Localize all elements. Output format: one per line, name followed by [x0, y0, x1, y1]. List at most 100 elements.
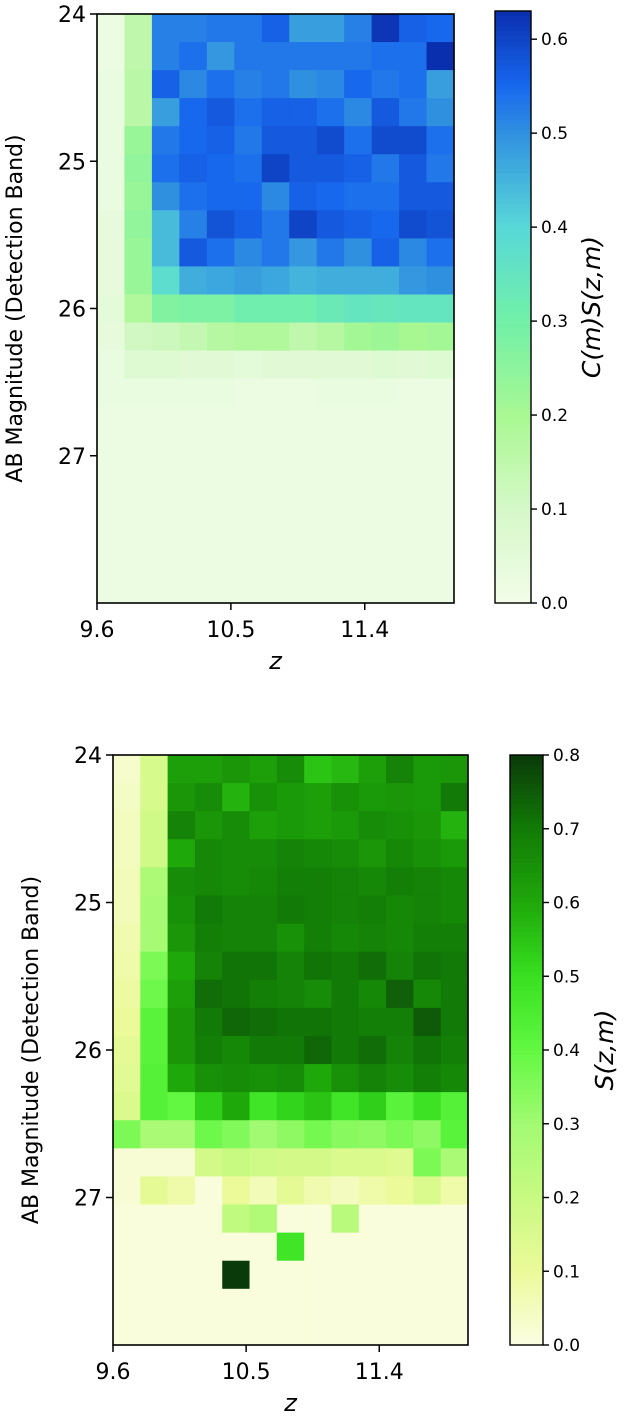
colorbar-segment: [495, 341, 531, 348]
heatmap-cell: [179, 70, 208, 99]
colorbar-segment: [495, 307, 531, 313]
heatmap-cell: [413, 1148, 442, 1178]
heatmap-cell: [261, 98, 290, 127]
heatmap-cell: [440, 811, 469, 840]
heatmap-cell: [249, 1204, 278, 1234]
heatmap-cell: [124, 378, 153, 408]
heatmap-cell: [113, 1064, 141, 1093]
heatmap-cell: [289, 546, 318, 576]
heatmap-cell: [222, 1316, 251, 1346]
heatmap-cell: [399, 14, 428, 43]
heatmap-cell: [234, 154, 263, 183]
heatmap-cell: [399, 378, 428, 408]
heatmap-cell: [97, 294, 126, 324]
heatmap-cell: [249, 979, 278, 1009]
heatmap-cell: [140, 895, 169, 925]
heatmap-cell: [140, 1007, 169, 1037]
heatmap-cell: [151, 14, 180, 43]
colorbar-tick-label: 0.3: [541, 312, 568, 332]
x-tick-label: 11.4: [340, 618, 389, 643]
colorbar-segment: [510, 1153, 543, 1159]
heatmap-cell: [331, 867, 360, 897]
heatmap-cell: [289, 350, 318, 380]
heatmap-cell: [358, 1148, 387, 1178]
heatmap-cell: [426, 14, 455, 43]
heatmap-cell: [249, 1260, 278, 1290]
heatmap-cell: [194, 1007, 223, 1037]
colorbar-segment: [510, 1123, 543, 1130]
heatmap-cell: [426, 42, 455, 71]
heatmap-cell: [234, 42, 263, 71]
colorbar: 0.0 0.1 0.2 0.3 0.4 0.5 0.6 C(m)S(z,m): [494, 10, 606, 614]
colorbar-segment: [510, 1276, 543, 1282]
heatmap-cell: [371, 210, 400, 239]
heatmap-cell: [440, 1176, 469, 1206]
heatmap-cell: [304, 1064, 333, 1093]
x-tick-label: 9.6: [96, 1360, 131, 1385]
heatmap-cell: [331, 923, 360, 953]
heatmap-cell: [399, 42, 428, 71]
colorbar-segment: [495, 213, 531, 219]
heatmap-cell: [167, 979, 196, 1009]
heatmap-cell: [194, 811, 223, 840]
heatmap-cell: [194, 951, 223, 981]
heatmap-cell: [151, 462, 180, 492]
heatmap-cell: [386, 1288, 414, 1318]
heatmap-cell: [151, 322, 180, 352]
heatmap-cell: [261, 126, 290, 155]
heatmap-cell: [179, 378, 208, 408]
heatmap-cell: [113, 979, 141, 1009]
colorbar-segment: [495, 558, 531, 565]
colorbar-segment: [495, 524, 531, 530]
heatmap-cell: [124, 294, 153, 324]
colorbar-segment: [510, 1128, 543, 1135]
heatmap-cell: [167, 1316, 196, 1346]
heatmap-cell: [413, 1035, 442, 1065]
heatmap-cell: [413, 1316, 442, 1346]
colorbar-segment: [510, 1251, 543, 1258]
colorbar-segment: [495, 459, 531, 466]
colorbar-segment: [510, 971, 543, 977]
colorbar-segment: [510, 1050, 543, 1056]
heatmap-cell: [371, 294, 400, 324]
heatmap-cell: [413, 1092, 442, 1121]
colorbar-segment: [495, 464, 531, 471]
colorbar-segment: [495, 60, 531, 66]
colorbar-segment: [510, 912, 543, 918]
heatmap-cell: [167, 867, 196, 897]
heatmap-cell: [331, 951, 360, 981]
heatmap-cell: [304, 1007, 333, 1037]
heatmap-cell: [426, 546, 455, 576]
heatmap-cell: [140, 867, 169, 897]
heatmap-cell: [289, 238, 318, 268]
heatmap-cell: [167, 755, 196, 784]
colorbar-segment: [510, 823, 543, 830]
colorbar-segment: [510, 1330, 543, 1336]
heatmap-cell: [261, 574, 290, 604]
heatmap-cell: [331, 979, 360, 1009]
heatmap-cell: [344, 42, 373, 71]
heatmap-cell: [140, 1035, 169, 1065]
colorbar-segment: [510, 1315, 543, 1322]
heatmap-cell: [179, 14, 208, 43]
colorbar-segment: [495, 208, 531, 214]
heatmap-cell: [276, 783, 305, 812]
colorbar-segment: [510, 779, 543, 786]
colorbar-segment: [510, 1217, 543, 1223]
heatmap-cell: [261, 490, 290, 520]
heatmap-cell: [140, 1204, 169, 1234]
colorbar-segment: [495, 277, 531, 283]
colorbar-segment: [510, 902, 543, 909]
heatmap-cell: [261, 14, 290, 43]
heatmap-cell: [206, 182, 235, 211]
heatmap-cell: [151, 126, 180, 155]
heatmap-cell: [276, 839, 305, 868]
heatmap-cell: [206, 322, 235, 352]
colorbar-segment: [510, 1236, 543, 1243]
colorbar-segment: [510, 1168, 543, 1174]
heatmap-cell: [304, 839, 333, 868]
heatmap-cell: [289, 14, 318, 43]
heatmap-cell: [358, 951, 387, 981]
heatmap-cell: [124, 490, 153, 520]
colorbar-segment: [495, 445, 531, 451]
